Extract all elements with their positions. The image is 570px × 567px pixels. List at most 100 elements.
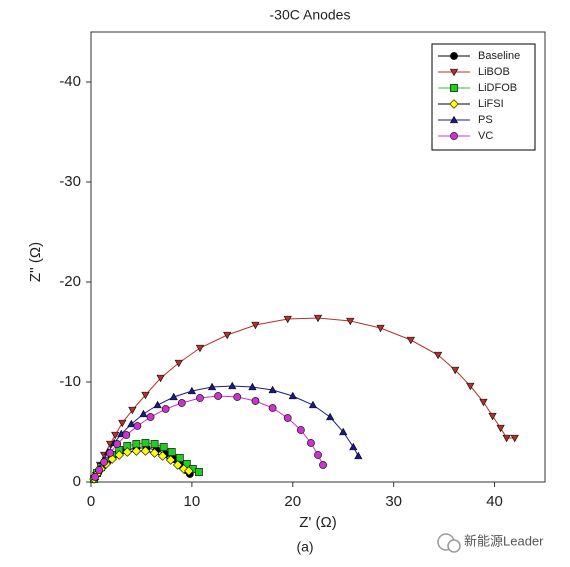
marker: [207, 382, 217, 391]
chart-title: -30C Anodes: [270, 7, 351, 23]
marker: [233, 393, 242, 401]
marker: [268, 385, 277, 394]
marker: [510, 434, 519, 443]
marker: [150, 440, 159, 448]
marker: [488, 412, 497, 421]
marker: [141, 439, 150, 447]
marker: [339, 427, 348, 436]
legend-label: VC: [478, 130, 493, 142]
marker: [376, 324, 385, 333]
marker: [140, 446, 151, 456]
marker: [325, 412, 335, 421]
legend-label: Baseline: [478, 50, 520, 62]
marker: [268, 404, 277, 412]
marker: [157, 451, 168, 461]
legend-label: LiDFOB: [478, 82, 517, 94]
marker: [195, 344, 205, 353]
y-axis-label: Z'' (Ω): [27, 242, 44, 282]
marker: [118, 419, 127, 428]
marker: [214, 392, 223, 400]
marker: [283, 315, 292, 324]
marker: [100, 458, 109, 466]
marker: [354, 451, 363, 460]
marker: [288, 391, 297, 400]
y-tick-label: 0: [73, 473, 81, 490]
x-tick-label: 30: [385, 493, 402, 510]
marker: [433, 351, 443, 360]
marker: [283, 414, 292, 422]
marker: [122, 447, 133, 457]
x-tick-label: 10: [184, 493, 201, 510]
marker: [195, 468, 203, 476]
marker: [308, 400, 318, 409]
marker: [177, 399, 186, 407]
marker: [139, 409, 148, 418]
y-tick-label: -40: [59, 73, 81, 90]
series-line: [94, 385, 359, 478]
marker: [127, 419, 136, 428]
marker: [248, 382, 257, 391]
marker: [450, 84, 458, 92]
marker: [184, 466, 194, 476]
marker: [451, 366, 460, 375]
marker: [450, 52, 458, 60]
marker: [169, 392, 178, 401]
marker: [111, 431, 120, 440]
marker: [161, 405, 170, 413]
marker: [156, 374, 165, 383]
legend-label: PS: [478, 114, 493, 126]
x-tick-label: 40: [486, 493, 503, 510]
marker: [141, 391, 150, 400]
marker: [131, 446, 142, 456]
marker: [251, 321, 260, 330]
marker: [228, 381, 237, 390]
marker: [449, 99, 459, 109]
marker: [449, 68, 459, 77]
legend: Baseline LiBOB LiDFOB LiFSI PS VC: [431, 43, 536, 151]
y-tick-label: -30: [59, 173, 81, 190]
marker: [106, 449, 115, 457]
marker: [196, 394, 204, 402]
x-tick-label: 0: [87, 493, 95, 510]
marker: [307, 439, 315, 447]
marker: [313, 314, 323, 323]
marker: [319, 461, 327, 469]
marker: [449, 115, 459, 124]
marker: [167, 448, 176, 456]
marker: [450, 132, 458, 140]
legend-label: LiBOB: [478, 66, 510, 78]
marker: [128, 406, 137, 415]
marker: [223, 331, 232, 340]
marker: [314, 451, 322, 459]
marker: [122, 431, 131, 439]
marker: [95, 466, 103, 474]
caption: (a): [296, 539, 313, 555]
marker: [251, 397, 260, 405]
marker: [159, 443, 168, 451]
x-tick-label: 20: [284, 493, 301, 510]
legend-box: [431, 43, 536, 151]
marker: [91, 473, 99, 481]
y-tick-label: -20: [59, 273, 81, 290]
marker: [173, 460, 183, 470]
marker: [346, 317, 355, 326]
marker: [406, 336, 415, 345]
marker: [114, 450, 124, 460]
marker: [165, 455, 176, 465]
marker: [349, 442, 358, 451]
marker: [149, 448, 160, 458]
series: [91, 392, 327, 481]
watermark: 新能源Leader: [464, 533, 544, 548]
marker: [479, 398, 488, 407]
marker: [496, 424, 505, 433]
marker: [174, 359, 183, 368]
watermark-icon: [437, 533, 461, 553]
marker: [133, 422, 142, 430]
marker: [175, 454, 184, 462]
marker: [113, 440, 122, 448]
y-tick-label: -10: [59, 373, 81, 390]
x-axis-label: Z' (Ω): [299, 514, 336, 531]
plot-frame: [90, 31, 546, 483]
legend-label: LiFSI: [478, 98, 504, 110]
